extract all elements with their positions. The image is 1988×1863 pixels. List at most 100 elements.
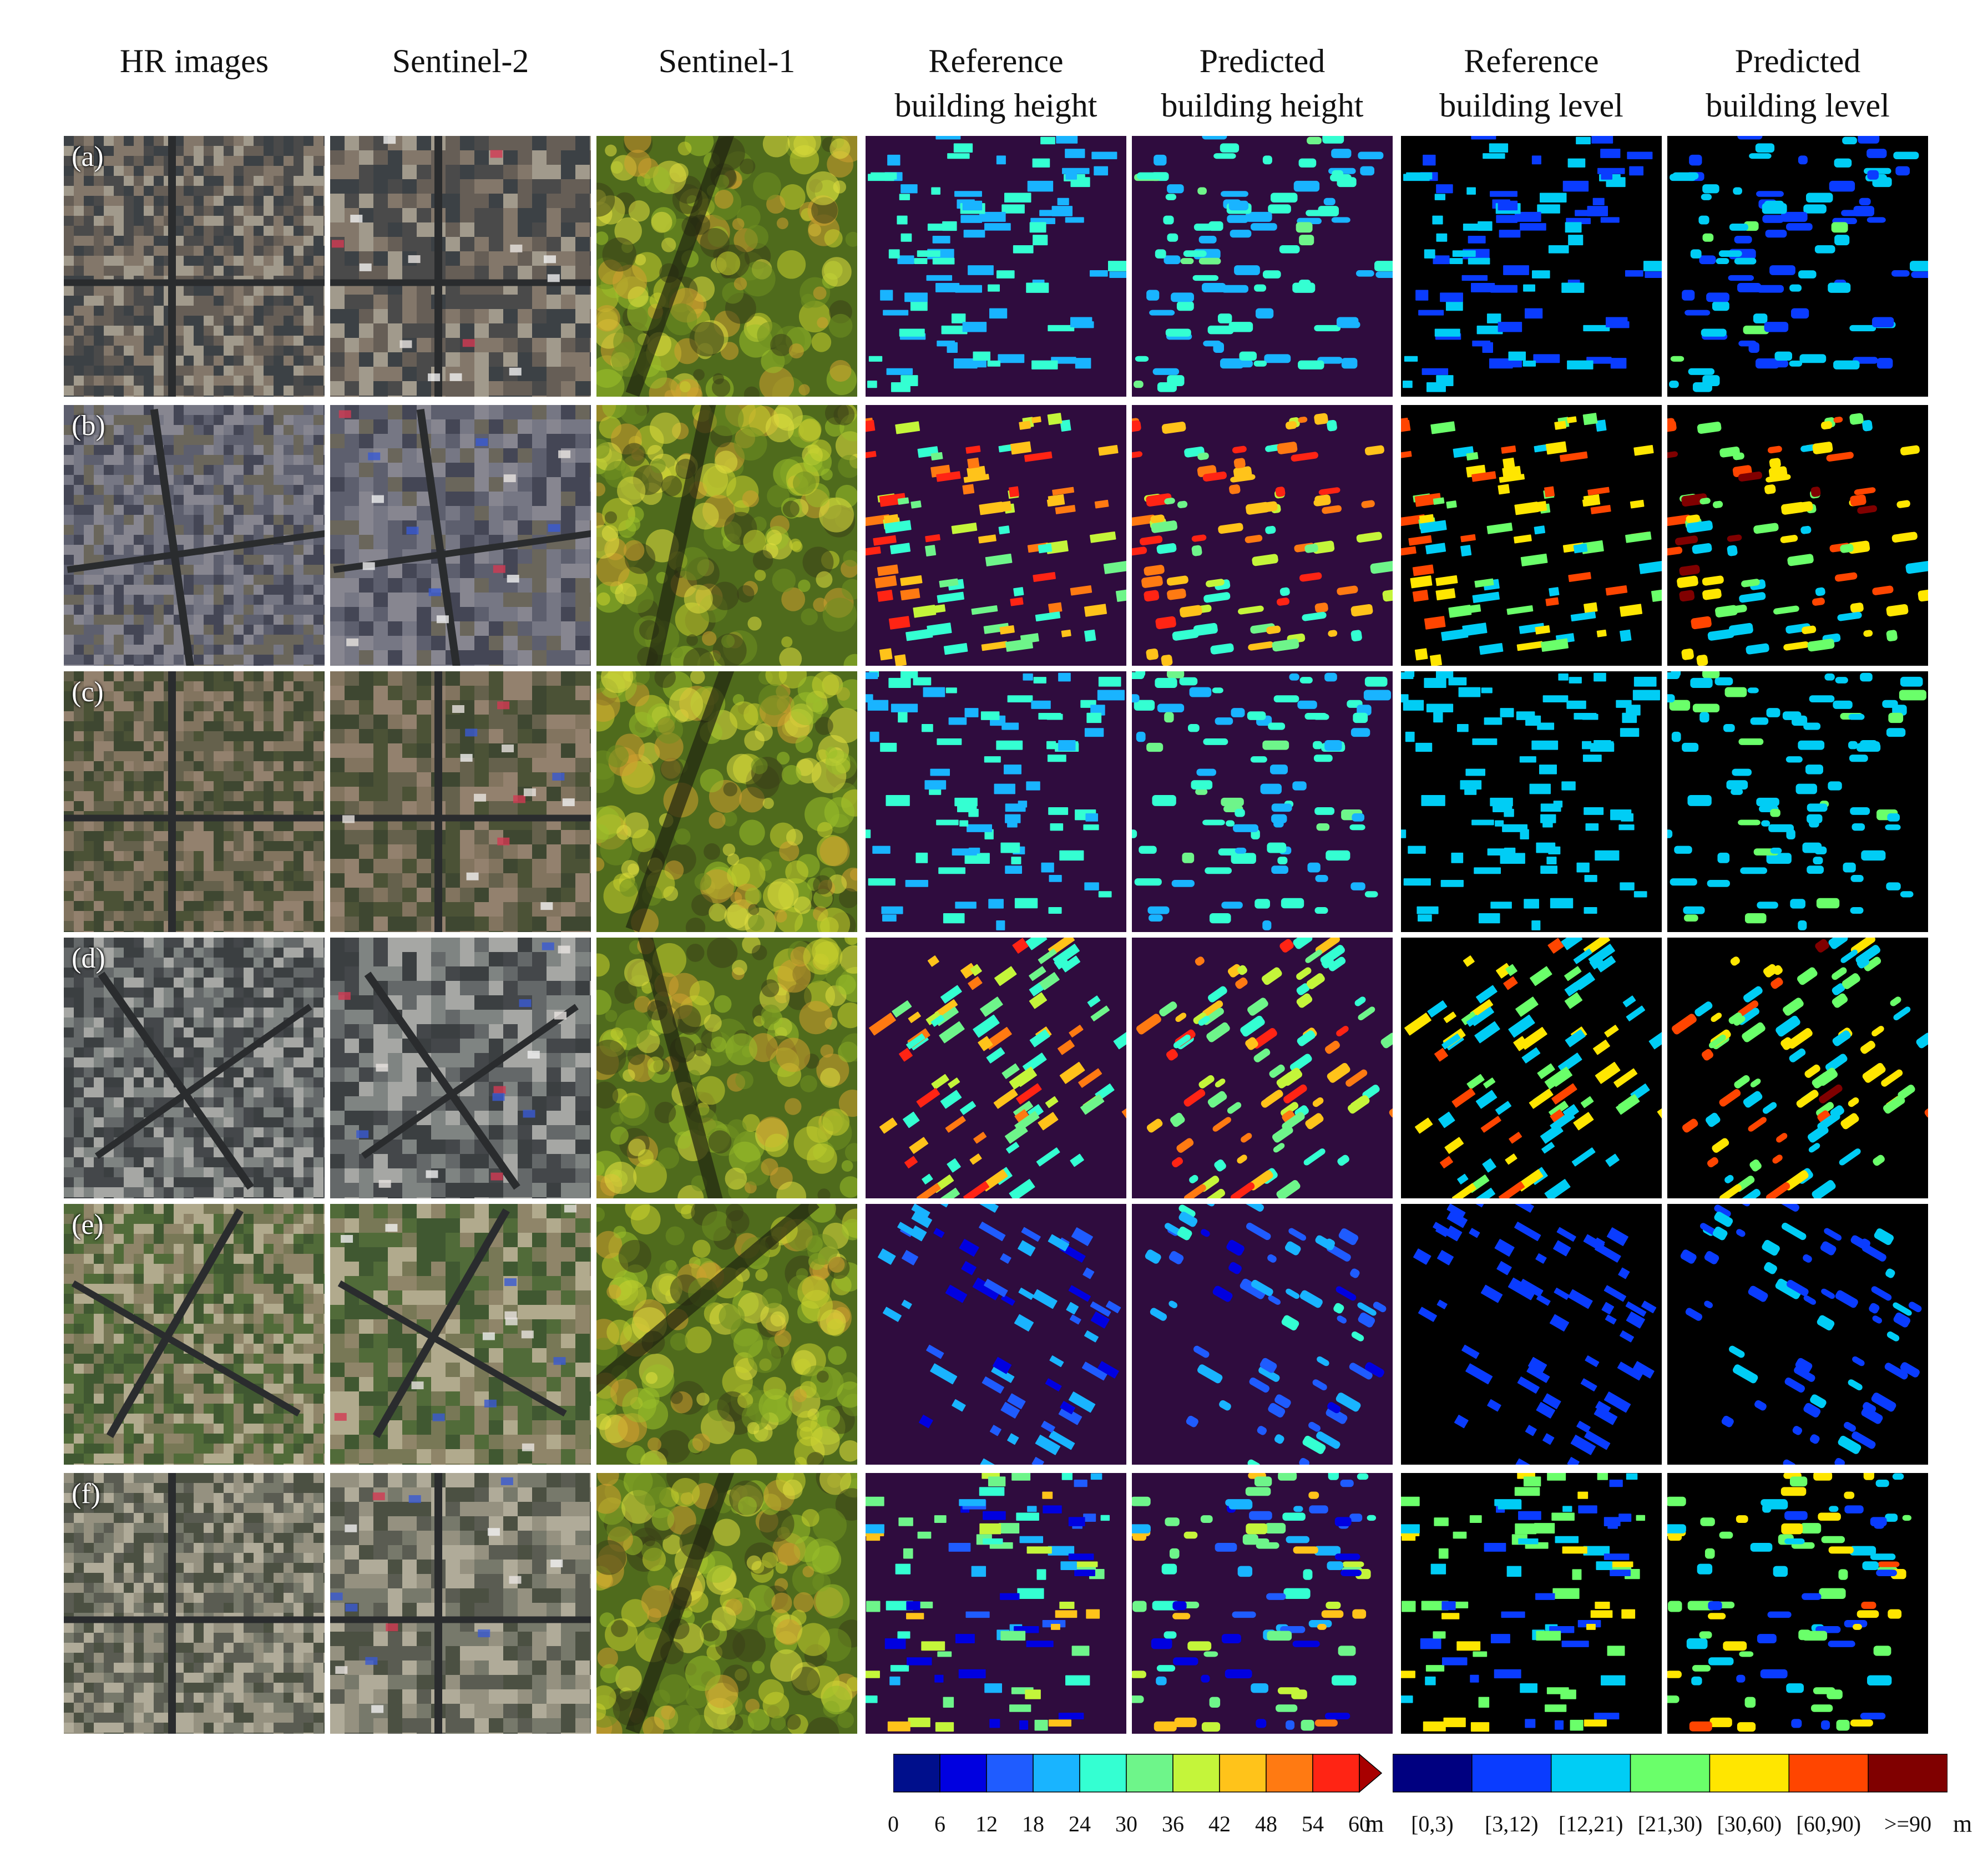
tile-row2-col3 <box>596 405 857 666</box>
height-swatch <box>1126 1754 1173 1793</box>
height-colorbar <box>893 1753 1448 1793</box>
tile-row2-col1 <box>64 405 325 666</box>
height-tick-label: 18 <box>1022 1811 1044 1836</box>
header-line: building height <box>1161 87 1364 124</box>
tile-row2-col6 <box>1401 405 1662 666</box>
tile-row6-col3 <box>596 1473 857 1734</box>
height-tick-label: 54 <box>1302 1811 1324 1836</box>
header-line: Reference <box>1464 43 1599 79</box>
height-tick-label: 48 <box>1255 1811 1277 1836</box>
height-tick-label: 60 <box>1348 1811 1370 1836</box>
level-swatch <box>1550 1754 1631 1793</box>
header-line: Predicted <box>1199 43 1326 79</box>
tile-row3-col1 <box>64 671 325 932</box>
tile-row6-col6 <box>1401 1473 1662 1734</box>
height-swatch <box>1079 1754 1127 1793</box>
height-tick-label: 42 <box>1208 1811 1231 1836</box>
level-class-label: [0,3) <box>1411 1811 1454 1836</box>
height-swatch <box>939 1754 987 1793</box>
row-label: (c) <box>72 676 104 708</box>
tile-row6-col5 <box>1132 1473 1393 1734</box>
tile-row5-col1 <box>64 1204 325 1465</box>
tile-row4-col4 <box>866 938 1126 1198</box>
header-reference-level: Reference building level <box>1401 39 1662 128</box>
level-class-label: [60,90) <box>1796 1811 1861 1836</box>
row-label: (d) <box>72 943 105 974</box>
tile-row5-col4 <box>866 1204 1126 1465</box>
tile-row6-col2 <box>330 1473 591 1734</box>
tile-row2-col5 <box>1132 405 1393 666</box>
height-tick-label: 36 <box>1162 1811 1184 1836</box>
height-swatch <box>1172 1754 1220 1793</box>
tile-row4-col1 <box>64 938 325 1198</box>
level-class-label: [30,60) <box>1717 1811 1782 1836</box>
level-colorbar <box>1392 1753 1948 1793</box>
height-tick-label: 6 <box>934 1811 945 1836</box>
height-swatch <box>986 1754 1034 1793</box>
level-class-label: >=90 <box>1884 1811 1932 1836</box>
tile-row3-col7 <box>1667 671 1928 932</box>
height-swatch <box>1312 1754 1360 1793</box>
tile-row5-col7 <box>1667 1204 1928 1465</box>
level-unit: m <box>1953 1810 1972 1837</box>
tile-row3-col4 <box>866 671 1126 932</box>
tile-row5-col5 <box>1132 1204 1393 1465</box>
row-label: (b) <box>72 410 105 442</box>
header-line: building level <box>1706 87 1890 124</box>
tile-row1-col6 <box>1401 136 1662 397</box>
tile-row1-col7 <box>1667 136 1928 397</box>
height-swatch <box>893 1754 940 1793</box>
header-line: Predicted <box>1734 43 1861 79</box>
header-sentinel-2: Sentinel-2 <box>330 39 591 83</box>
height-swatch <box>1266 1754 1313 1793</box>
tile-row4-col7 <box>1667 938 1928 1198</box>
height-tick-label: 12 <box>975 1811 998 1836</box>
level-swatch <box>1471 1754 1552 1793</box>
tile-row1-col3 <box>596 136 857 397</box>
tile-row6-col1 <box>64 1473 325 1734</box>
tile-row2-col4 <box>866 405 1126 666</box>
tile-row1-col4 <box>866 136 1126 397</box>
tile-row5-col6 <box>1401 1204 1662 1465</box>
tile-row2-col2 <box>330 405 591 666</box>
tile-row3-col2 <box>330 671 591 932</box>
tile-row2-col7 <box>1667 405 1928 666</box>
tile-row6-col7 <box>1667 1473 1928 1734</box>
height-tick-label: 0 <box>888 1811 899 1836</box>
height-colorbar-swatches <box>893 1753 1383 1793</box>
level-colorbar-swatches <box>1392 1754 1948 1793</box>
tile-row6-col4 <box>866 1473 1126 1734</box>
header-line: Sentinel-2 <box>392 43 529 79</box>
level-swatch <box>1868 1754 1948 1793</box>
header-predicted-level: Predicted building level <box>1667 39 1928 128</box>
height-tick-label: 30 <box>1115 1811 1137 1836</box>
level-class-label: [12,21) <box>1558 1811 1623 1836</box>
tile-row4-col5 <box>1132 938 1393 1198</box>
level-swatch <box>1709 1754 1790 1793</box>
header-reference-height: Reference building height <box>866 39 1126 128</box>
tile-row5-col2 <box>330 1204 591 1465</box>
tile-row3-col6 <box>1401 671 1662 932</box>
tile-row4-col2 <box>330 938 591 1198</box>
height-unit: m <box>1365 1810 1384 1837</box>
tile-row4-col3 <box>596 938 857 1198</box>
header-line: HR images <box>119 43 269 79</box>
row-label: (f) <box>72 1478 100 1510</box>
tile-row3-col3 <box>596 671 857 932</box>
height-tick-label: 24 <box>1069 1811 1091 1836</box>
tile-row5-col3 <box>596 1204 857 1465</box>
tile-row3-col5 <box>1132 671 1393 932</box>
header-predicted-height: Predicted building height <box>1132 39 1393 128</box>
tile-row1-col2 <box>330 136 591 397</box>
level-swatch <box>1392 1754 1473 1793</box>
tile-row1-col5 <box>1132 136 1393 397</box>
height-swatch <box>1033 1754 1080 1793</box>
tile-row1-col1 <box>64 136 325 397</box>
level-class-label: [3,12) <box>1484 1811 1539 1836</box>
height-overflow-arrow <box>1359 1753 1383 1793</box>
header-line: building level <box>1439 87 1623 124</box>
header-line: Reference <box>928 43 1064 79</box>
tile-row4-col6 <box>1401 938 1662 1198</box>
level-swatch <box>1788 1754 1869 1793</box>
